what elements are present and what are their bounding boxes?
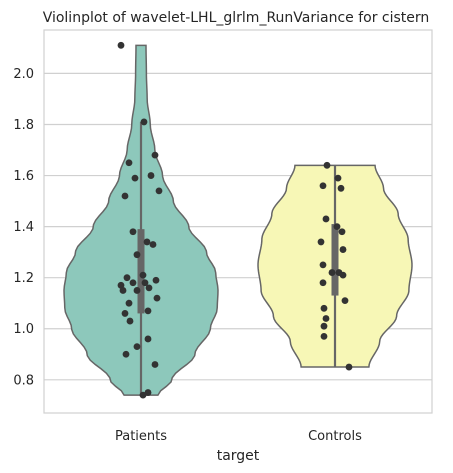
- data-point: [334, 174, 342, 182]
- data-point: [144, 307, 152, 315]
- data-point: [133, 251, 141, 259]
- data-point: [131, 174, 139, 182]
- data-point: [126, 317, 134, 325]
- strip-points: [317, 161, 353, 371]
- data-point: [319, 182, 327, 190]
- data-point: [323, 161, 331, 169]
- data-point: [337, 184, 345, 192]
- data-point: [121, 310, 129, 317]
- x-tick-label-controls: Controls: [308, 429, 362, 444]
- data-point: [328, 269, 336, 276]
- y-tick-label: 1.6: [13, 169, 34, 184]
- data-point: [320, 322, 328, 330]
- data-point: [117, 281, 125, 289]
- data-point: [151, 361, 159, 368]
- data-point: [143, 238, 151, 246]
- data-point: [322, 315, 330, 322]
- plot-frame: [43, 29, 433, 414]
- data-point: [125, 159, 133, 167]
- data-point: [320, 304, 328, 312]
- data-point: [333, 223, 341, 231]
- data-point: [140, 118, 148, 126]
- data-point: [345, 363, 353, 371]
- data-point: [119, 287, 127, 294]
- y-tick-label: 1.0: [13, 322, 34, 337]
- strip-points: [117, 41, 163, 399]
- y-tick-labels: 0.8 1.0 1.2 1.4 1.6 1.8 2.0: [13, 67, 34, 388]
- data-point: [153, 294, 161, 302]
- y-tick-label: 2.0: [13, 67, 34, 82]
- data-point: [121, 192, 129, 200]
- data-point: [145, 284, 153, 292]
- x-tick-labels: Patients Controls: [115, 429, 362, 444]
- median-marker: [332, 257, 338, 262]
- data-point: [144, 389, 152, 396]
- data-point: [339, 246, 347, 253]
- data-point: [123, 274, 131, 282]
- data-point: [320, 333, 328, 340]
- data-point: [147, 172, 155, 179]
- violins: [63, 41, 413, 399]
- x-axis-label: target: [217, 448, 260, 464]
- data-point: [129, 228, 137, 236]
- chart-title: Violinplot of wavelet-LHL_glrlm_RunVaria…: [43, 10, 430, 26]
- data-point: [117, 41, 125, 49]
- data-point: [149, 241, 157, 248]
- data-point: [317, 238, 325, 246]
- y-tick-label: 1.8: [13, 118, 34, 133]
- violin-patients: [63, 41, 219, 399]
- data-point: [339, 271, 347, 279]
- median-marker: [138, 244, 144, 250]
- data-point: [141, 279, 149, 287]
- data-point: [129, 279, 137, 287]
- y-tick-label: 0.8: [13, 373, 34, 388]
- data-point: [341, 297, 349, 305]
- y-tick-label: 1.4: [13, 220, 34, 235]
- y-tick-label: 1.2: [13, 271, 34, 286]
- iqr-box: [137, 229, 145, 314]
- data-point: [152, 276, 160, 284]
- x-tick-label-patients: Patients: [115, 429, 167, 444]
- data-point: [133, 343, 141, 351]
- data-point: [319, 261, 327, 269]
- data-point: [133, 287, 141, 294]
- data-point: [139, 271, 147, 279]
- data-point: [322, 215, 330, 223]
- data-point: [125, 299, 133, 307]
- data-point: [338, 228, 346, 236]
- violin-controls: [257, 161, 413, 371]
- data-point: [144, 335, 152, 343]
- data-point: [319, 279, 327, 287]
- data-point: [122, 350, 130, 358]
- data-point: [151, 151, 159, 159]
- data-point: [155, 187, 163, 195]
- data-point: [139, 391, 147, 399]
